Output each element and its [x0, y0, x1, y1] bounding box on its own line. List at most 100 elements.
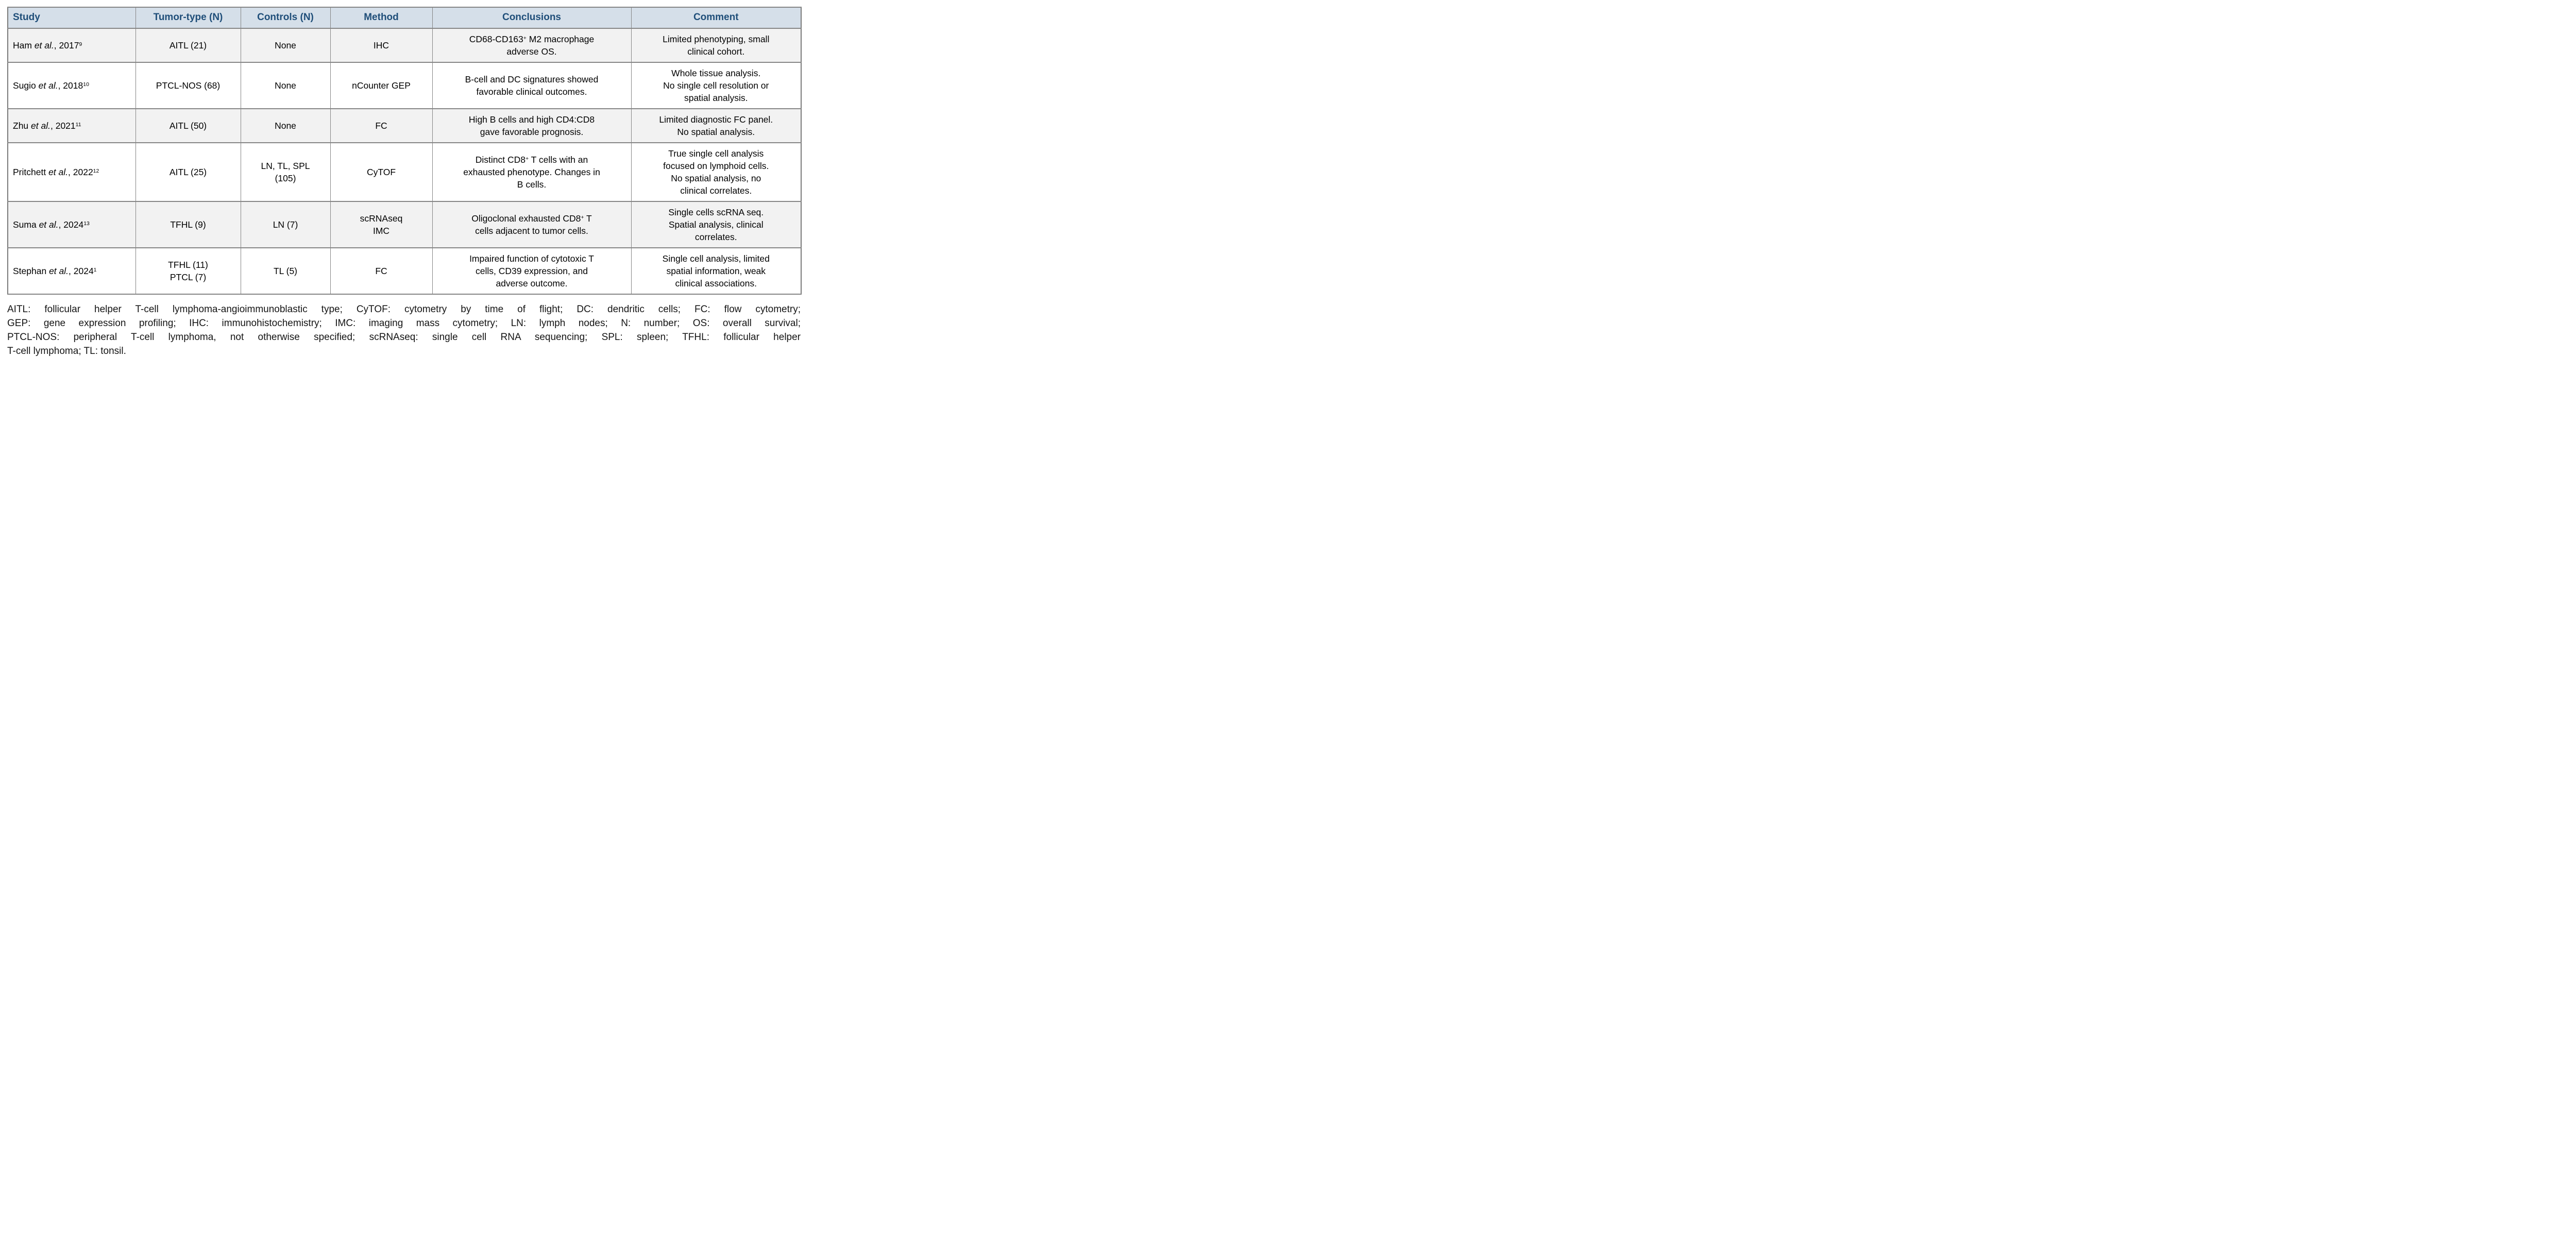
cell-line: spatial information, weak	[635, 265, 798, 277]
cell-line: correlates.	[635, 231, 798, 243]
cell-line: Pritchett et al., 202212	[13, 166, 132, 178]
cell-line: Sugio et al., 201810	[13, 79, 132, 92]
footnote-line: T-cell lymphoma; TL: tonsil.	[7, 345, 126, 357]
cell-line: CD68-CD163+ M2 macrophage	[436, 33, 628, 45]
text-segment: IMC	[372, 225, 390, 236]
cell-line: None	[244, 39, 327, 52]
table-row: Suma et al., 202413 TFHL (9) LN (7) scRNAse…	[7, 200, 802, 248]
cell-line: IMC	[334, 225, 429, 237]
cell-controls: None	[240, 27, 331, 63]
text-segment: Single cell analysis, limited	[662, 253, 770, 264]
cell-study: Suma et al., 202413	[7, 200, 136, 248]
cell-line: AITL (50)	[139, 120, 238, 132]
cell-line: PTCL-NOS (68)	[139, 79, 238, 92]
text-segment: cells adjacent to tumor cells.	[475, 225, 588, 236]
text-segment: None	[275, 80, 296, 91]
text-segment: spatial analysis.	[684, 92, 748, 103]
cell-line: FC	[334, 265, 429, 277]
text-segment: CD68-CD163	[469, 33, 523, 44]
cell-line: FC	[334, 120, 429, 132]
superscript: +	[526, 156, 529, 162]
study-summary-table: Study Tumor-type (N) Controls (N) Method Con…	[7, 7, 802, 295]
cell-line: clinical cohort.	[635, 45, 798, 58]
cell-line: CyTOF	[334, 166, 429, 178]
text-segment: Ham	[13, 40, 35, 50]
text-segment: LN (7)	[273, 219, 298, 230]
cell-controls: LN, TL, SPL (105)	[240, 142, 331, 202]
text-segment: focused on lymphoid cells.	[663, 160, 769, 171]
text-segment: LN, TL, SPL	[261, 160, 310, 171]
cell-line: B-cell and DC signatures showed	[436, 73, 628, 86]
footnote-line: AITL: follicular helper T-cell lymphoma-…	[7, 303, 801, 315]
text-segment: , 2024	[58, 219, 84, 230]
table-row: Ham et al., 20179 AITL (21) None IHC CD68-CD…	[7, 27, 802, 63]
cell-study: Ham et al., 20179	[7, 27, 136, 63]
text-segment: clinical cohort.	[687, 46, 745, 57]
cell-line: AITL (21)	[139, 39, 238, 52]
cell-comment: Single cells scRNA seq. Spatial analysis,…	[631, 200, 802, 248]
footnote-line: GEP: gene expression profiling; IHC: imm…	[7, 317, 801, 329]
text-segment: M2 macrophage	[526, 33, 595, 44]
superscript: 10	[83, 81, 89, 88]
cell-line: AITL (25)	[139, 166, 238, 178]
text-segment: Limited diagnostic FC panel.	[659, 114, 773, 125]
text-segment: TFHL (9)	[170, 219, 206, 230]
superscript: +	[581, 214, 584, 221]
footnote: AITL: follicular helper T-cell lymphoma-…	[7, 302, 801, 358]
table-row: Stephan et al., 20241 TFHL (11) PTCL (7) TL…	[7, 247, 802, 295]
text-segment: adverse OS.	[506, 46, 557, 57]
cell-study: Stephan et al., 20241	[7, 247, 136, 295]
cell-line: adverse outcome.	[436, 277, 628, 290]
cell-study: Pritchett et al., 202212	[7, 142, 136, 202]
text-segment: AITL (50)	[169, 120, 207, 131]
cell-conclusions: High B cells and high CD4:CD8 gave favora…	[432, 108, 632, 143]
column-header-method: Method	[330, 7, 433, 29]
text-segment: Sugio	[13, 80, 39, 91]
cell-line: LN (7)	[244, 218, 327, 231]
text-segment: No spatial analysis, no	[671, 173, 761, 183]
text-segment: Suma	[13, 219, 39, 230]
cell-conclusions: B-cell and DC signatures showed favorable…	[432, 61, 632, 109]
column-header-comment: Comment	[631, 7, 802, 29]
text-segment: et al.	[49, 265, 69, 276]
table-row: Zhu et al., 202111 AITL (50) None FC High B …	[7, 108, 802, 143]
cell-comment: Limited diagnostic FC panel. No spatial a…	[631, 108, 802, 143]
text-segment: gave favorable prognosis.	[480, 126, 584, 137]
superscript: 1	[93, 267, 97, 274]
cell-line: clinical associations.	[635, 277, 798, 290]
cell-line: Limited diagnostic FC panel.	[635, 113, 798, 126]
cell-line: cells adjacent to tumor cells.	[436, 225, 628, 237]
text-segment: (105)	[275, 173, 296, 183]
text-segment: Distinct CD8	[475, 154, 526, 165]
cell-controls: None	[240, 108, 331, 143]
column-header-conclusions: Conclusions	[432, 7, 632, 29]
cell-line: adverse OS.	[436, 45, 628, 58]
cell-line: TL (5)	[244, 265, 327, 277]
table-row: Sugio et al., 201810 PTCL-NOS (68) None nCo…	[7, 61, 802, 109]
cell-line: Stephan et al., 20241	[13, 265, 132, 277]
text-segment: AITL (25)	[169, 166, 207, 177]
superscript: 11	[75, 122, 81, 128]
cell-line: nCounter GEP	[334, 79, 429, 92]
cell-line: TFHL (9)	[139, 218, 238, 231]
text-segment: T cells with an	[529, 154, 588, 165]
cell-controls: LN (7)	[240, 200, 331, 248]
text-segment: PTCL (7)	[170, 271, 207, 282]
cell-line: No single cell resolution or	[635, 79, 798, 92]
text-segment: B cells.	[517, 179, 547, 190]
table-head: Study Tumor-type (N) Controls (N) Method Con…	[7, 7, 802, 29]
table-body: Ham et al., 20179 AITL (21) None IHC CD68-CD…	[7, 27, 802, 295]
cell-line: PTCL (7)	[139, 271, 238, 283]
text-segment: T	[584, 213, 592, 224]
cell-line: Distinct CD8+ T cells with an	[436, 154, 628, 166]
superscript: 9	[79, 41, 82, 48]
text-segment: correlates.	[694, 231, 737, 242]
text-segment: exhausted phenotype. Changes in	[463, 166, 600, 177]
text-segment: cells, CD39 expression, and	[476, 265, 588, 276]
text-segment: FC	[375, 120, 387, 131]
text-segment: , 2021	[50, 120, 76, 131]
cell-line: LN, TL, SPL	[244, 160, 327, 172]
cell-comment: Single cell analysis, limited spatial inf…	[631, 247, 802, 295]
